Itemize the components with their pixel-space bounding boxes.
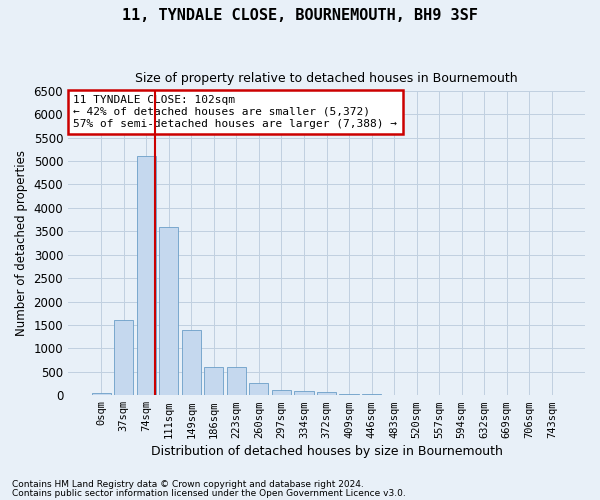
Y-axis label: Number of detached properties: Number of detached properties xyxy=(15,150,28,336)
Bar xyxy=(159,226,178,395)
Bar xyxy=(182,330,201,395)
Bar xyxy=(227,367,246,395)
Bar xyxy=(250,384,268,395)
Text: Contains public sector information licensed under the Open Government Licence v3: Contains public sector information licen… xyxy=(12,488,406,498)
Bar xyxy=(114,320,133,395)
Bar xyxy=(362,394,381,395)
Bar xyxy=(137,156,156,395)
Bar xyxy=(272,390,291,395)
Bar xyxy=(340,394,359,395)
Text: 11 TYNDALE CLOSE: 102sqm
← 42% of detached houses are smaller (5,372)
57% of sem: 11 TYNDALE CLOSE: 102sqm ← 42% of detach… xyxy=(73,96,397,128)
Bar xyxy=(204,367,223,395)
Bar xyxy=(317,392,336,395)
Text: 11, TYNDALE CLOSE, BOURNEMOUTH, BH9 3SF: 11, TYNDALE CLOSE, BOURNEMOUTH, BH9 3SF xyxy=(122,8,478,22)
Text: Contains HM Land Registry data © Crown copyright and database right 2024.: Contains HM Land Registry data © Crown c… xyxy=(12,480,364,489)
Bar xyxy=(295,392,314,395)
Title: Size of property relative to detached houses in Bournemouth: Size of property relative to detached ho… xyxy=(135,72,518,86)
X-axis label: Distribution of detached houses by size in Bournemouth: Distribution of detached houses by size … xyxy=(151,444,502,458)
Bar xyxy=(92,393,110,395)
